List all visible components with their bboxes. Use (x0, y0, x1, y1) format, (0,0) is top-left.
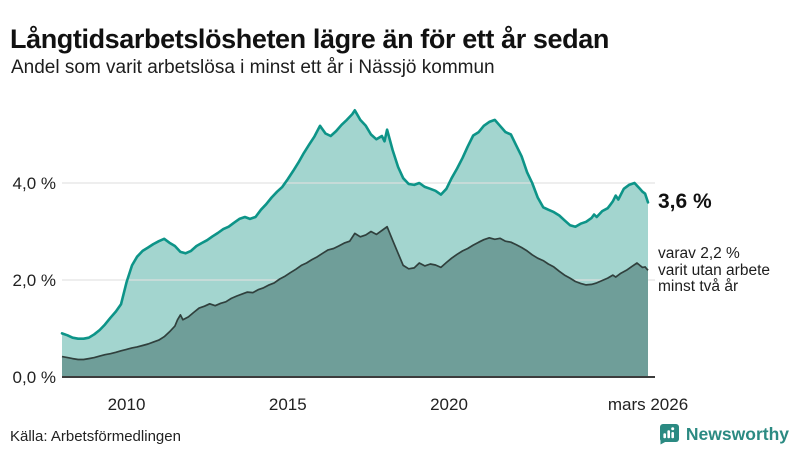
x-tick-label: 2015 (269, 395, 307, 414)
subset-value-note: varav 2,2 % varit utan arbete minst två … (658, 245, 771, 296)
y-tick-label: 4,0 % (13, 174, 56, 193)
x-tick-label: 2020 (430, 395, 468, 414)
subset-note-line: minst två år (658, 278, 739, 295)
latest-value-label: 3,6 % (658, 190, 712, 213)
source-credit: Källa: Arbetsförmedlingen (10, 428, 181, 445)
newsworthy-logo-icon (658, 423, 680, 445)
subset-note-line: varit utan arbete (658, 261, 771, 279)
x-tick-label: mars 2026 (608, 395, 688, 414)
page-title: Långtidsarbetslösheten lägre än för ett … (10, 24, 609, 55)
newsworthy-brand[interactable]: Newsworthy (658, 423, 789, 445)
y-tick-label: 2,0 % (13, 271, 56, 290)
newsworthy-brand-name: Newsworthy (685, 423, 789, 444)
x-tick-label: 2010 (108, 395, 146, 414)
area-fill-two-year (62, 226, 648, 377)
chart-subtitle: Andel som varit arbetslösa i minst ett å… (11, 57, 495, 78)
y-tick-label: 0,0 % (13, 368, 56, 387)
subset-note-line: varav 2,2 % (658, 245, 740, 262)
line-two-year (61, 225, 649, 361)
line-one-year (60, 109, 650, 340)
